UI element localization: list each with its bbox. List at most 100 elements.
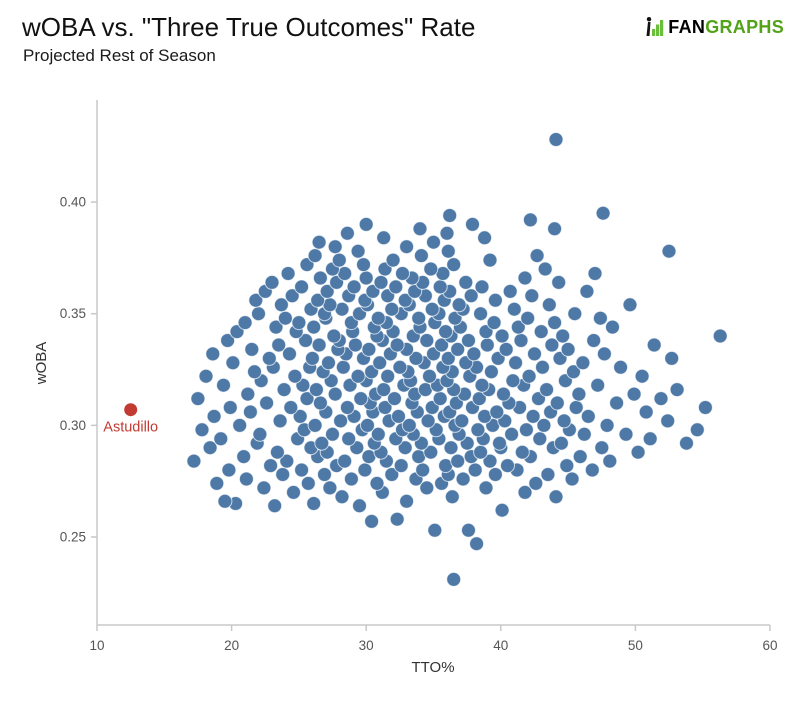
scatter-point xyxy=(529,248,545,264)
scatter-point xyxy=(622,297,638,313)
scatter-point xyxy=(322,480,338,496)
scatter-point xyxy=(466,346,482,362)
scatter-point xyxy=(527,346,542,362)
scatter-point xyxy=(399,239,415,255)
scatter-point xyxy=(486,315,502,331)
scatter-point xyxy=(566,364,581,380)
scatter-point xyxy=(205,346,221,362)
scatter-point xyxy=(432,391,448,407)
scatter-point xyxy=(283,400,299,415)
scatter-point xyxy=(661,243,677,259)
scatter-point xyxy=(697,400,713,415)
scatter-point xyxy=(450,341,466,357)
scatter-point xyxy=(424,301,440,317)
scatter-point xyxy=(306,319,322,335)
scatter-point xyxy=(312,270,328,286)
scatter-point xyxy=(553,435,569,451)
highlight-layer: Astudillo xyxy=(103,403,158,436)
scatter-point xyxy=(446,571,462,587)
scatter-point xyxy=(339,225,355,241)
scatter-point xyxy=(399,493,415,509)
scatter-point xyxy=(473,444,489,460)
scatter-point xyxy=(392,359,408,375)
scatter-point xyxy=(261,350,277,366)
scatter-point xyxy=(502,283,518,299)
scatter-point xyxy=(630,444,646,460)
scatter-point xyxy=(419,480,435,496)
scatter-point xyxy=(487,292,503,308)
scatter-point xyxy=(618,426,634,442)
scatter-point xyxy=(567,306,583,322)
scatter-point xyxy=(376,382,392,398)
scatter-point xyxy=(350,243,366,259)
scatter-point xyxy=(514,444,530,460)
scatter-point xyxy=(339,400,355,415)
scatter-point xyxy=(547,315,563,331)
scatter-point xyxy=(240,386,256,402)
scatter-point xyxy=(312,395,328,411)
scatter-point xyxy=(369,475,385,491)
scatter-point xyxy=(299,391,315,407)
scatter-point xyxy=(247,364,262,380)
scatter-point xyxy=(267,498,283,514)
highlight-point xyxy=(124,403,138,417)
scatter-point xyxy=(307,248,323,264)
scatter-point xyxy=(602,453,618,469)
scatter-point xyxy=(335,359,351,375)
scatter-point xyxy=(440,243,456,259)
axes-layer: 10 20 30 40 50 60 0.25 0.30 0.35 0.40 xyxy=(60,100,778,653)
scatter-point xyxy=(377,400,393,415)
scatter-point xyxy=(679,435,694,451)
scatter-point xyxy=(314,435,330,451)
scatter-point xyxy=(510,319,526,335)
scatter-point xyxy=(571,386,587,402)
scatter-point xyxy=(198,368,214,384)
scatter-point xyxy=(451,297,467,313)
scatter-point xyxy=(427,522,443,538)
scatter-point xyxy=(206,408,222,424)
scatter-point xyxy=(232,417,248,433)
scatter-point xyxy=(358,270,374,286)
scatter-point xyxy=(444,489,460,505)
scatter-point xyxy=(327,239,343,255)
scatter-point xyxy=(518,422,534,438)
scatter-point xyxy=(520,310,536,326)
scatter-point xyxy=(638,404,654,420)
scatter-point xyxy=(361,341,377,357)
scatter-point xyxy=(517,484,533,500)
scatter-point xyxy=(311,234,327,250)
scatter-point xyxy=(422,368,437,384)
scatter-point xyxy=(273,297,289,313)
scatter-point xyxy=(461,333,476,348)
scatter-point xyxy=(463,288,479,304)
scatter-point xyxy=(446,257,462,273)
scatter-point xyxy=(556,413,572,429)
scatter-point xyxy=(432,279,448,295)
scatter-point xyxy=(216,377,231,393)
y-tick-label: 0.35 xyxy=(60,306,86,321)
scatter-point xyxy=(536,417,552,433)
scatter-point xyxy=(279,453,295,469)
scatter-point xyxy=(532,431,548,447)
scatter-point xyxy=(664,350,680,366)
scatter-point xyxy=(268,319,284,335)
scatter-point xyxy=(384,467,400,482)
scatter-point xyxy=(186,453,202,469)
scatter-point xyxy=(194,422,210,438)
scatter-point xyxy=(669,382,685,398)
x-tick-label: 20 xyxy=(224,638,239,653)
scatter-point xyxy=(548,132,564,147)
scatter-point xyxy=(660,413,676,429)
scatter-point xyxy=(291,315,307,331)
scatter-point xyxy=(541,297,557,313)
x-tick-label: 30 xyxy=(359,638,374,653)
scatter-point xyxy=(294,279,310,295)
scatter-point xyxy=(634,368,650,384)
scatter-point xyxy=(439,225,455,241)
scatter-point xyxy=(483,364,499,380)
scatter-point xyxy=(364,513,380,529)
scatter-point xyxy=(411,310,427,326)
highlight-label: Astudillo xyxy=(103,420,158,436)
scatter-point xyxy=(190,391,206,407)
scatter-point xyxy=(276,382,292,398)
